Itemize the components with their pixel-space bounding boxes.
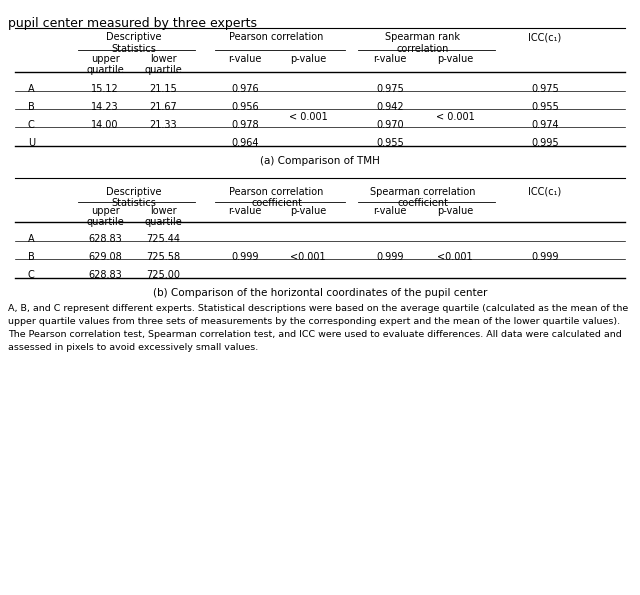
Text: 0.956: 0.956 [231,102,259,112]
Text: correlation: correlation [396,44,449,54]
Text: Statistics: Statistics [111,44,156,54]
Text: 21.33: 21.33 [149,120,177,130]
Text: p-value: p-value [437,54,473,64]
Text: p-value: p-value [290,206,326,216]
Text: 628.83: 628.83 [88,270,122,280]
Text: r-value: r-value [228,54,262,64]
Text: <0.001: <0.001 [437,252,473,262]
Text: 628.83: 628.83 [88,234,122,244]
Text: A, B, and C represent different experts. Statistical descriptions were based on : A, B, and C represent different experts.… [8,304,628,313]
Text: 0.995: 0.995 [531,138,559,148]
Text: 0.975: 0.975 [531,84,559,94]
Text: Pearson correlation: Pearson correlation [229,187,324,197]
Text: 0.942: 0.942 [376,102,404,112]
Text: ICC(c₁): ICC(c₁) [529,32,562,42]
Text: ICC(c₁): ICC(c₁) [529,187,562,197]
Text: 0.999: 0.999 [231,252,259,262]
Text: p-value: p-value [290,54,326,64]
Text: A: A [28,234,35,244]
Text: 0.978: 0.978 [231,120,259,130]
Text: 0.964: 0.964 [231,138,259,148]
Text: upper quartile values from three sets of measurements by the corresponding exper: upper quartile values from three sets of… [8,317,620,326]
Text: 21.15: 21.15 [149,84,177,94]
Text: A: A [28,84,35,94]
Text: assessed in pixels to avoid excessively small values.: assessed in pixels to avoid excessively … [8,343,259,352]
Text: lower: lower [150,206,176,216]
Text: lower: lower [150,54,176,64]
Text: B: B [28,102,35,112]
Text: 0.975: 0.975 [376,84,404,94]
Text: < 0.001: < 0.001 [289,112,328,122]
Text: upper: upper [91,54,120,64]
Text: 14.00: 14.00 [92,120,119,130]
Text: 725.00: 725.00 [146,270,180,280]
Text: 14.23: 14.23 [91,102,119,112]
Text: The Pearson correlation test, Spearman correlation test, and ICC were used to ev: The Pearson correlation test, Spearman c… [8,330,621,339]
Text: Pearson correlation: Pearson correlation [229,32,324,42]
Text: (b) Comparison of the horizontal coordinates of the pupil center: (b) Comparison of the horizontal coordin… [153,288,487,298]
Text: 725.44: 725.44 [146,234,180,244]
Text: 0.970: 0.970 [376,120,404,130]
Text: Spearman rank: Spearman rank [385,32,460,42]
Text: r-value: r-value [228,206,262,216]
Text: 0.999: 0.999 [376,252,404,262]
Text: upper: upper [91,206,120,216]
Text: 0.974: 0.974 [531,120,559,130]
Text: 0.955: 0.955 [376,138,404,148]
Text: 629.08: 629.08 [88,252,122,262]
Text: coefficient: coefficient [397,198,448,208]
Text: p-value: p-value [437,206,473,216]
Text: Descriptive: Descriptive [106,32,162,42]
Text: coefficient: coefficient [251,198,302,208]
Text: U: U [28,138,35,148]
Text: pupil center measured by three experts: pupil center measured by three experts [8,17,257,30]
Text: B: B [28,252,35,262]
Text: quartile: quartile [86,217,124,227]
Text: quartile: quartile [86,65,124,75]
Text: C: C [28,120,35,130]
Text: 0.976: 0.976 [231,84,259,94]
Text: 15.12: 15.12 [91,84,119,94]
Text: 0.955: 0.955 [531,102,559,112]
Text: r-value: r-value [373,54,406,64]
Text: (a) Comparison of TMH: (a) Comparison of TMH [260,156,380,166]
Text: < 0.001: < 0.001 [436,112,474,122]
Text: 725.58: 725.58 [146,252,180,262]
Text: C: C [28,270,35,280]
Text: <0.001: <0.001 [290,252,326,262]
Text: 0.999: 0.999 [531,252,559,262]
Text: r-value: r-value [373,206,406,216]
Text: Spearman correlation: Spearman correlation [370,187,476,197]
Text: quartile: quartile [144,217,182,227]
Text: quartile: quartile [144,65,182,75]
Text: Statistics: Statistics [111,198,156,208]
Text: Descriptive: Descriptive [106,187,162,197]
Text: 21.67: 21.67 [149,102,177,112]
